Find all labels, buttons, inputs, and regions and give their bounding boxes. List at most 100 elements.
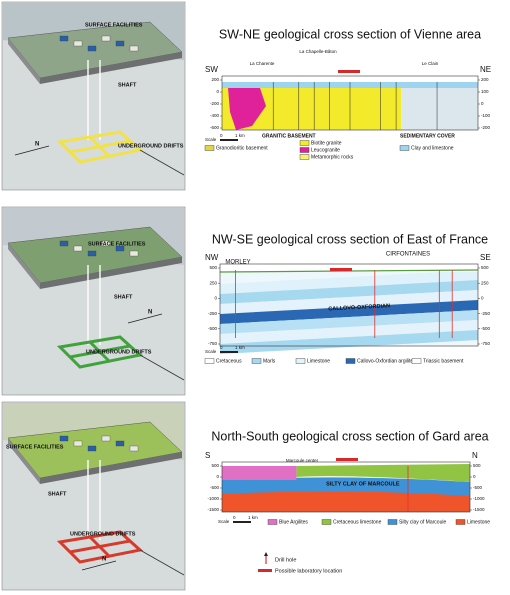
facility-building bbox=[115, 440, 125, 447]
legend-swatch bbox=[399, 145, 410, 151]
axis-label: -600 bbox=[210, 125, 220, 130]
facility-building bbox=[101, 240, 111, 247]
axis-label: 500 bbox=[473, 463, 481, 468]
layer-band bbox=[220, 290, 478, 314]
legend-swatch bbox=[387, 519, 398, 525]
place-label: La Charente bbox=[250, 61, 275, 66]
section-frame bbox=[221, 75, 479, 131]
north-arrow bbox=[81, 560, 117, 571]
axis-label: 0 bbox=[216, 474, 219, 479]
axis-label: -1500 bbox=[473, 507, 485, 512]
facility-building bbox=[101, 35, 111, 42]
layer-band bbox=[220, 330, 478, 354]
facility-building bbox=[101, 435, 111, 442]
legend-swatch bbox=[299, 140, 310, 146]
drifts-label: UNDERGROUND DRIFTS bbox=[86, 349, 152, 355]
legend-label: Clay and limestone bbox=[411, 145, 454, 151]
scale-length: 1 km bbox=[235, 133, 245, 138]
layer-label: SILTY CLAY OF MARCOULE bbox=[326, 481, 400, 487]
axis-label: -1000 bbox=[207, 496, 219, 501]
layer-band bbox=[220, 270, 478, 294]
drift-network bbox=[88, 340, 112, 364]
legend-label: Metamorphic rocks bbox=[311, 154, 354, 160]
axis-label: 200 bbox=[211, 77, 219, 82]
north-arrow bbox=[127, 313, 163, 324]
layer-leucogranite bbox=[228, 88, 266, 130]
surface-label: SURFACE FACILITIES bbox=[6, 444, 64, 450]
axis-label: -100 bbox=[481, 113, 491, 118]
layer-callovo-oxfordian bbox=[220, 300, 478, 324]
layer-cretaceous bbox=[296, 464, 470, 482]
legend-label: Biotite granite bbox=[311, 140, 342, 146]
legend-label: Cretaceous limestone bbox=[333, 519, 382, 525]
plate-edge bbox=[8, 38, 40, 84]
scale-zero: 0 bbox=[233, 515, 236, 520]
legend-label: Cretaceous bbox=[216, 358, 242, 364]
facility-building bbox=[129, 250, 139, 257]
scale-length: 1 km bbox=[235, 345, 245, 350]
facility-building bbox=[59, 435, 69, 442]
layer-band bbox=[220, 320, 478, 344]
scale-bar bbox=[220, 351, 238, 353]
plate-edge bbox=[8, 243, 40, 289]
axis-label: -1000 bbox=[473, 496, 485, 501]
axis-label: -250 bbox=[481, 311, 491, 316]
north-label: N bbox=[102, 557, 106, 563]
legend-label: Callovo-Oxfordian argilites bbox=[357, 358, 416, 364]
section-frame bbox=[219, 263, 479, 347]
cross-section bbox=[222, 464, 470, 512]
lab-location bbox=[336, 458, 358, 461]
axis-label: 250 bbox=[481, 280, 489, 285]
plate-edge bbox=[40, 257, 182, 289]
axis-label: 0 bbox=[481, 101, 484, 106]
place-label: La Chapelle-Bâton bbox=[299, 49, 337, 54]
legend-label: Granodioritic basement bbox=[216, 145, 268, 151]
axis-label: -200 bbox=[481, 125, 491, 130]
place-label: CIRFONTAINES bbox=[386, 252, 430, 258]
axis-label: 500 bbox=[209, 265, 217, 270]
scale-label: Scale bbox=[205, 349, 217, 354]
legend-swatch bbox=[251, 358, 262, 364]
section-title: North-South geological cross section of … bbox=[211, 429, 488, 443]
axis-label: -250 bbox=[208, 311, 218, 316]
place-label: Le Clain bbox=[422, 61, 439, 66]
legend-label: Leucogranite bbox=[311, 147, 340, 153]
legend-label: Limestone bbox=[467, 519, 490, 525]
scale-label: Scale bbox=[218, 519, 230, 524]
section-frame bbox=[221, 461, 471, 513]
legend-swatch bbox=[345, 358, 356, 364]
north-label: N bbox=[35, 142, 39, 148]
facility-building bbox=[87, 45, 97, 52]
legend-label: Limestone bbox=[307, 358, 330, 364]
legend-group: SEDIMENTARY COVER bbox=[400, 133, 455, 139]
axis-label: 500 bbox=[211, 463, 219, 468]
legend-swatch bbox=[299, 147, 310, 153]
axis-label: 500 bbox=[481, 265, 489, 270]
facility-building bbox=[87, 445, 97, 452]
facility-building bbox=[73, 245, 83, 252]
facility-building bbox=[129, 45, 139, 52]
axis-label: -500 bbox=[208, 326, 218, 331]
access-line bbox=[139, 354, 185, 381]
drift-network bbox=[88, 135, 112, 159]
drifts-label: UNDERGROUND DRIFTS bbox=[70, 531, 136, 537]
drifts-label: UNDERGROUND DRIFTS bbox=[118, 143, 184, 149]
facility-building bbox=[87, 250, 97, 257]
layer-label: CALLOVO-OXFORDIAN bbox=[328, 303, 390, 312]
facility-building bbox=[115, 245, 125, 252]
drift-network bbox=[88, 535, 112, 559]
legend-label: Blue Argilites bbox=[279, 519, 308, 525]
west-label: NW bbox=[205, 253, 219, 262]
scale-length: 1 km bbox=[248, 515, 258, 520]
access-line bbox=[139, 549, 185, 576]
layer-blue-argilites bbox=[222, 466, 297, 480]
legend-label: Marls bbox=[263, 358, 276, 364]
axis-label: 0 bbox=[214, 296, 217, 301]
legend-swatch bbox=[267, 519, 278, 525]
axis-label: 0 bbox=[216, 89, 219, 94]
layer-band bbox=[220, 280, 478, 304]
scale-label: Scale bbox=[205, 137, 217, 142]
plate-edge bbox=[8, 438, 40, 484]
scale-bar bbox=[233, 521, 251, 523]
